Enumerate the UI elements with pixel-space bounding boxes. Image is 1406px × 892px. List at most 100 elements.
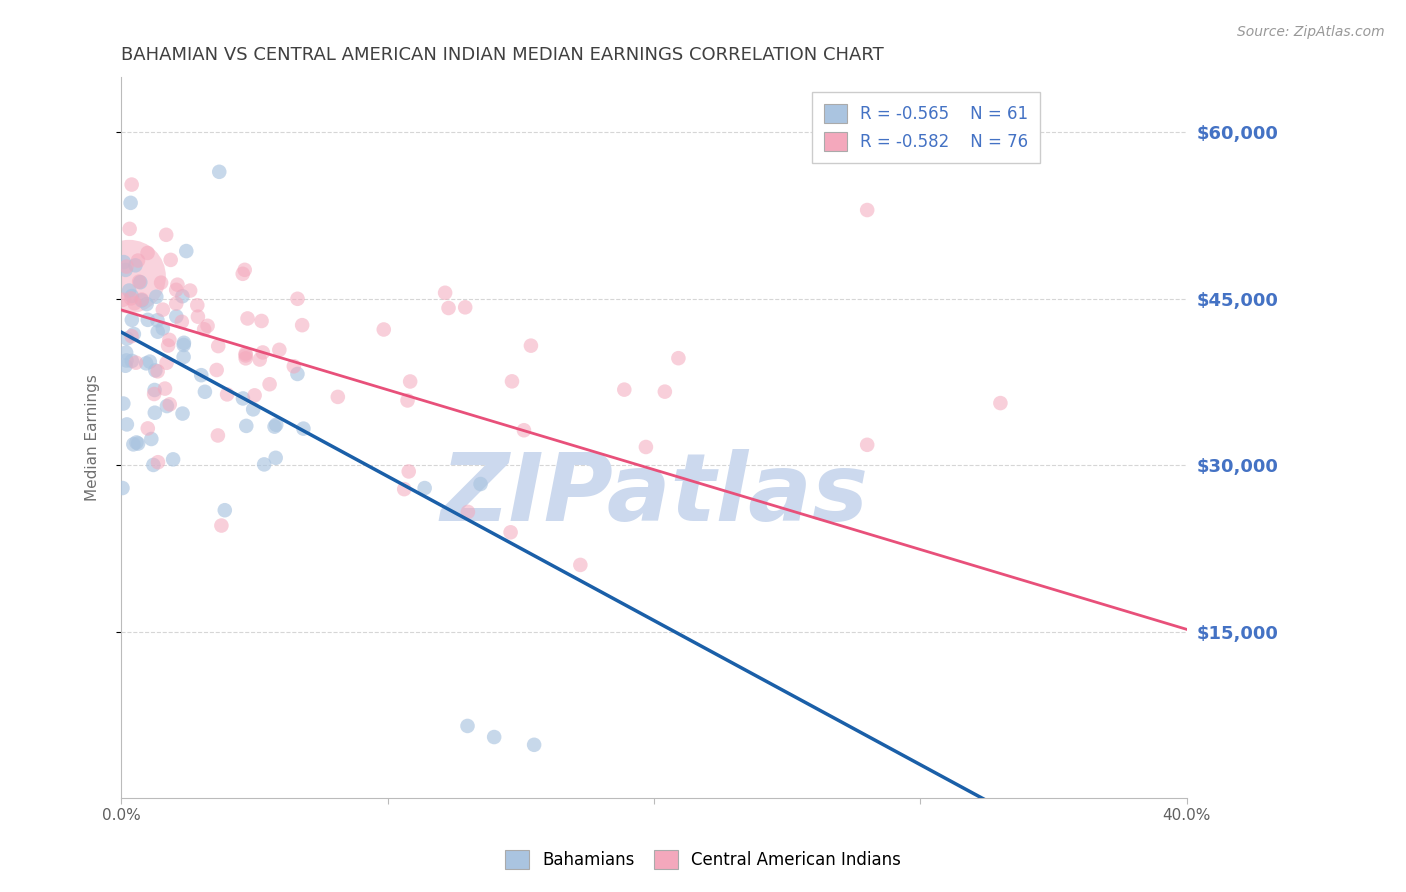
Point	[115, 345, 138, 359]
Point	[194, 384, 217, 399]
Point	[131, 293, 153, 308]
Point	[250, 314, 273, 328]
Point	[135, 356, 157, 370]
Point	[186, 298, 208, 312]
Point	[668, 351, 690, 366]
Point	[193, 322, 215, 336]
Point	[124, 296, 146, 310]
Point	[173, 338, 195, 352]
Point	[111, 293, 134, 307]
Point	[217, 387, 239, 401]
Point	[122, 437, 145, 451]
Point	[172, 407, 194, 421]
Point	[172, 289, 194, 303]
Point	[112, 396, 135, 410]
Point	[232, 392, 254, 406]
Point	[292, 422, 315, 436]
Point	[437, 301, 460, 315]
Point	[197, 318, 219, 333]
Point	[392, 482, 415, 496]
Text: BAHAMIAN VS CENTRAL AMERICAN INDIAN MEDIAN EARNINGS CORRELATION CHART: BAHAMIAN VS CENTRAL AMERICAN INDIAN MEDI…	[121, 46, 884, 64]
Y-axis label: Median Earnings: Median Earnings	[86, 374, 100, 501]
Point	[291, 318, 314, 333]
Point	[520, 339, 543, 353]
Point	[155, 356, 177, 370]
Point	[236, 311, 259, 326]
Point	[287, 367, 309, 381]
Point	[501, 375, 523, 389]
Point	[470, 477, 492, 491]
Point	[263, 419, 285, 434]
Point	[139, 354, 162, 368]
Point	[187, 310, 209, 324]
Point	[499, 525, 522, 540]
Point	[159, 252, 181, 267]
Point	[115, 331, 138, 345]
Point	[398, 465, 420, 479]
Point	[156, 399, 179, 413]
Point	[128, 275, 150, 289]
Point	[264, 450, 287, 465]
Point	[121, 313, 143, 327]
Point	[129, 275, 152, 289]
Point	[523, 738, 546, 752]
Point	[179, 284, 201, 298]
Point	[207, 428, 229, 442]
Point	[143, 406, 166, 420]
Point	[235, 351, 257, 366]
Point	[205, 363, 228, 377]
Point	[413, 481, 436, 495]
Point	[173, 335, 195, 350]
Point	[114, 263, 136, 277]
Point	[111, 481, 134, 495]
Point	[173, 350, 195, 364]
Point	[153, 382, 176, 396]
Point	[112, 255, 135, 269]
Point	[155, 227, 177, 242]
Point	[264, 417, 287, 432]
Point	[125, 435, 148, 450]
Point	[115, 353, 138, 368]
Point	[165, 296, 187, 310]
Point	[150, 276, 173, 290]
Point	[259, 377, 281, 392]
Point	[125, 356, 148, 370]
Point	[243, 388, 266, 402]
Point	[170, 315, 193, 329]
Point	[135, 297, 157, 311]
Point	[115, 260, 138, 274]
Point	[157, 338, 180, 352]
Point	[399, 375, 422, 389]
Point	[143, 383, 166, 397]
Point	[214, 503, 236, 517]
Point	[233, 263, 256, 277]
Point	[120, 292, 142, 306]
Point	[569, 558, 592, 572]
Point	[146, 364, 169, 378]
Point	[190, 368, 212, 383]
Point	[457, 505, 479, 519]
Point	[118, 284, 141, 298]
Point	[232, 267, 254, 281]
Point	[856, 202, 879, 217]
Point	[136, 313, 159, 327]
Point	[269, 343, 291, 357]
Point	[634, 440, 657, 454]
Point	[457, 719, 479, 733]
Point	[252, 345, 274, 359]
Point	[159, 397, 181, 411]
Point	[434, 285, 457, 300]
Point	[146, 313, 169, 327]
Point	[207, 339, 229, 353]
Point	[131, 293, 153, 307]
Point	[121, 354, 143, 368]
Text: ZIPatlas: ZIPatlas	[440, 450, 868, 541]
Point	[157, 333, 180, 347]
Point	[114, 359, 136, 373]
Point	[235, 346, 257, 360]
Point	[141, 432, 163, 446]
Legend: Bahamians, Central American Indians: Bahamians, Central American Indians	[495, 840, 911, 880]
Point	[165, 310, 187, 324]
Point	[208, 165, 231, 179]
Point	[136, 421, 159, 435]
